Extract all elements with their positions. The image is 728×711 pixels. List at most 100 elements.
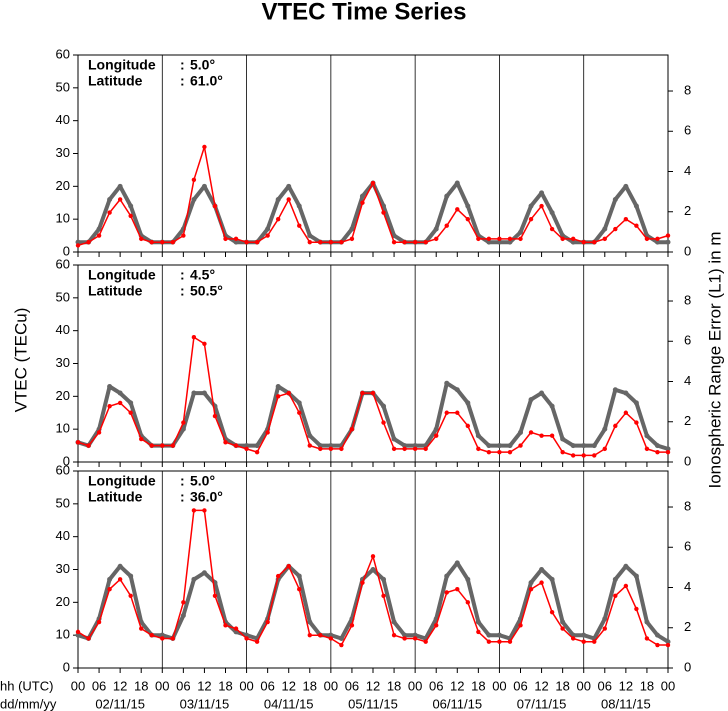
y2-tick-label: 8 [684, 498, 691, 513]
data-point [328, 443, 334, 449]
data-point [549, 226, 555, 232]
x-day-label: 04/11/15 [264, 696, 314, 711]
x-tick-label: 18 [387, 678, 401, 693]
data-point [654, 632, 660, 638]
chart-title: VTEC Time Series [262, 0, 467, 25]
series-line [77, 560, 670, 644]
data-point [434, 433, 439, 438]
data-point [201, 570, 207, 576]
y-tick-label: 30 [56, 561, 70, 576]
data-point [244, 636, 249, 641]
data-point [444, 380, 450, 386]
data-point [497, 236, 502, 242]
y2-tick-label: 4 [684, 163, 691, 178]
data-point [391, 619, 397, 625]
data-point [139, 626, 144, 631]
data-point [423, 239, 428, 245]
y2-tick-label: 2 [684, 619, 691, 634]
data-point [665, 233, 671, 238]
location-info: : [180, 473, 185, 489]
data-point [339, 239, 344, 245]
series-line [77, 146, 669, 247]
x-day-label: 05/11/15 [348, 696, 398, 711]
location-info: 61.0° [190, 73, 223, 89]
data-point [359, 193, 365, 199]
data-point [96, 430, 102, 435]
x-tick-label: 18 [471, 678, 485, 693]
data-point [180, 426, 186, 432]
y-tick-label: 60 [56, 256, 70, 271]
x-tick-label: 00 [661, 678, 675, 693]
data-point [75, 629, 81, 635]
data-point [75, 632, 81, 638]
y-tick-label: 0 [63, 243, 70, 258]
data-point [349, 226, 355, 232]
y-tick-label: 20 [56, 594, 70, 609]
data-point [328, 632, 334, 638]
location-info: : [180, 489, 185, 505]
data-point [128, 203, 134, 209]
data-point [655, 236, 660, 242]
data-point [297, 223, 302, 228]
data-point [244, 239, 249, 245]
y2-tick-label: 0 [684, 659, 691, 674]
data-point [296, 573, 302, 579]
data-point [370, 567, 376, 572]
data-point [297, 410, 302, 415]
y-tick-label: 20 [56, 388, 70, 403]
data-point [75, 243, 81, 248]
y-tick-label: 20 [56, 178, 70, 193]
x-tick-label: 00 [492, 678, 506, 693]
data-point [339, 446, 344, 452]
data-point [360, 390, 365, 396]
data-point [349, 623, 355, 628]
x-tick-label: 18 [640, 678, 654, 693]
data-point [107, 576, 113, 582]
data-point [275, 216, 281, 222]
data-point [307, 433, 313, 439]
data-point [476, 629, 481, 635]
data-point [623, 563, 629, 569]
y-tick-label: 30 [56, 145, 70, 160]
data-point [528, 587, 534, 592]
data-point [581, 453, 586, 458]
data-point [465, 576, 471, 582]
data-point [412, 239, 418, 245]
data-point [275, 394, 281, 399]
data-point [244, 446, 249, 452]
x-tick-label: 12 [197, 678, 211, 693]
x-tick-label: 00 [71, 678, 85, 693]
location-info: 5.0° [190, 57, 215, 73]
x-tick-label: 06 [176, 678, 190, 693]
data-point [117, 400, 123, 406]
data-point [381, 403, 387, 409]
data-point [75, 239, 81, 245]
data-point [549, 433, 555, 438]
location-info: : [180, 283, 185, 299]
data-point [612, 576, 618, 582]
x-tick-label: 00 [324, 678, 338, 693]
data-point [296, 203, 302, 209]
y-tick-label: 0 [63, 453, 70, 468]
data-point [223, 236, 228, 242]
data-point [128, 573, 134, 579]
data-point [86, 443, 91, 448]
data-point [591, 443, 597, 449]
data-point [644, 236, 650, 242]
data-point [623, 390, 629, 396]
data-point [402, 446, 407, 452]
data-point [381, 593, 386, 598]
data-point [444, 193, 450, 199]
data-point [539, 580, 544, 585]
data-point [560, 236, 565, 242]
data-point [96, 619, 102, 625]
data-point [117, 577, 123, 582]
x-tick-label: 06 [92, 678, 106, 693]
data-point [581, 239, 586, 245]
data-point [318, 446, 323, 452]
y2-axis-label: Ionospheric Range Error (L1) in m [705, 231, 724, 488]
data-point [107, 587, 112, 592]
data-point [623, 216, 629, 222]
plot-frame [77, 264, 669, 463]
data-point [644, 446, 650, 452]
